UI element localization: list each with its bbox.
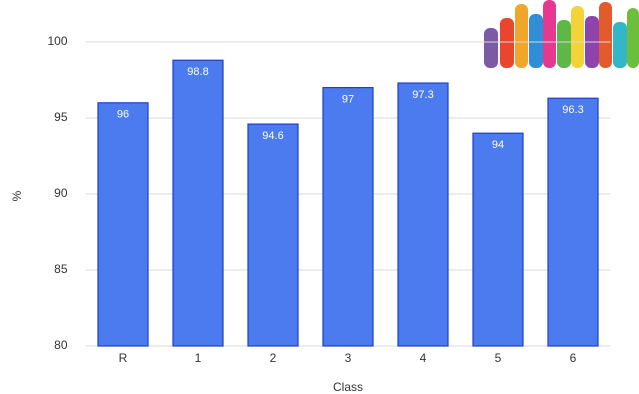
x-tick-label: R	[119, 351, 128, 365]
x-tick-label: 5	[495, 351, 502, 365]
bar	[397, 82, 449, 347]
bar	[97, 102, 149, 347]
y-tick-label: 90	[54, 186, 68, 200]
y-axis-label: %	[10, 190, 24, 201]
x-tick-label: 3	[345, 351, 352, 365]
bar	[472, 132, 524, 347]
y-tick-label: 100	[47, 34, 67, 48]
value-label: 98.8	[187, 66, 208, 78]
y-tick-label: 80	[54, 338, 68, 352]
x-tick-label: 2	[270, 351, 277, 365]
x-axis-label: Class	[333, 380, 363, 394]
bar	[172, 59, 224, 347]
value-label: 96.3	[562, 104, 583, 116]
bar	[547, 97, 599, 347]
value-label: 94.6	[262, 130, 283, 142]
y-tick-label: 85	[54, 262, 68, 276]
bar	[247, 123, 299, 347]
value-label: 96	[117, 109, 129, 121]
value-label: 94	[492, 139, 504, 151]
x-tick-label: 6	[570, 351, 577, 365]
value-label: 97.3	[412, 89, 433, 101]
y-tick-label: 95	[54, 110, 68, 124]
hands-picture	[484, 0, 639, 68]
x-tick-label: 4	[420, 351, 427, 365]
x-tick-label: 1	[195, 351, 202, 365]
value-label: 97	[342, 94, 354, 106]
bar	[322, 86, 374, 347]
